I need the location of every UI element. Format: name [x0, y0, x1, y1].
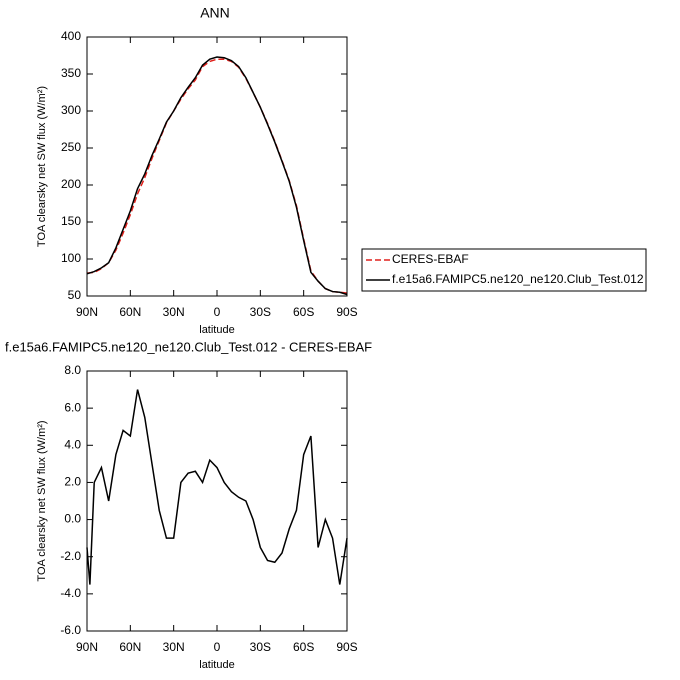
- chart-title: ANN: [200, 5, 230, 21]
- data-line: [86, 56, 348, 296]
- legend-label: CERES-EBAF: [392, 252, 469, 266]
- x-tick-label: 90S: [336, 640, 357, 654]
- x-axis-label: latitude: [199, 324, 234, 336]
- y-tick-label: 400: [61, 29, 81, 43]
- x-tick-label: 30N: [163, 305, 185, 319]
- y-tick-label: 100: [61, 251, 81, 265]
- y-tick-label: 200: [61, 177, 81, 191]
- plot-frame: [86, 370, 348, 632]
- y-tick-label: 150: [61, 214, 81, 228]
- x-tick-label: 90S: [336, 305, 357, 319]
- y-tick-label: 250: [61, 140, 81, 154]
- y-tick-label: 8.0: [64, 363, 81, 377]
- y-axis-label: TOA clearsky net SW flux (W/m²): [36, 420, 48, 581]
- x-tick-label: 30S: [250, 640, 271, 654]
- x-axis-label: latitude: [199, 659, 234, 671]
- y-tick-label: 300: [61, 103, 81, 117]
- y-tick-label: 6.0: [64, 400, 81, 414]
- data-line: [86, 389, 348, 585]
- y-tick-label: -6.0: [60, 623, 81, 637]
- y-tick-label: 2.0: [64, 475, 81, 489]
- x-tick-label: 60N: [119, 305, 141, 319]
- x-tick-label: 60S: [293, 305, 314, 319]
- y-tick-label: 50: [68, 288, 82, 302]
- x-tick-label: 90N: [76, 305, 98, 319]
- x-tick-label: 30N: [163, 640, 185, 654]
- plot-frame: [86, 36, 348, 297]
- x-tick-label: 90N: [76, 640, 98, 654]
- y-axis-label: TOA clearsky net SW flux (W/m²): [36, 86, 48, 247]
- x-tick-label: 30S: [250, 305, 271, 319]
- y-tick-label: 0.0: [64, 512, 81, 526]
- legend-box: [361, 248, 647, 292]
- y-tick-label: 4.0: [64, 437, 81, 451]
- legend-label: f.e15a6.FAMIPC5.ne120_ne120.Club_Test.01…: [392, 272, 644, 286]
- x-tick-label: 60N: [119, 640, 141, 654]
- y-tick-label: -4.0: [60, 586, 81, 600]
- x-tick-label: 0: [214, 305, 221, 319]
- chart-title: f.e15a6.FAMIPC5.ne120_ne120.Club_Test.01…: [5, 339, 372, 354]
- y-tick-label: 350: [61, 66, 81, 80]
- x-tick-label: 0: [214, 640, 221, 654]
- y-tick-label: -2.0: [60, 549, 81, 563]
- x-tick-label: 60S: [293, 640, 314, 654]
